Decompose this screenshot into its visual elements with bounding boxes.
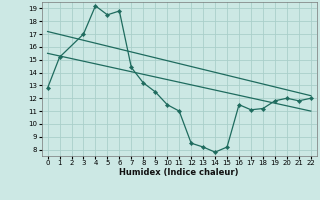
X-axis label: Humidex (Indice chaleur): Humidex (Indice chaleur) xyxy=(119,168,239,177)
